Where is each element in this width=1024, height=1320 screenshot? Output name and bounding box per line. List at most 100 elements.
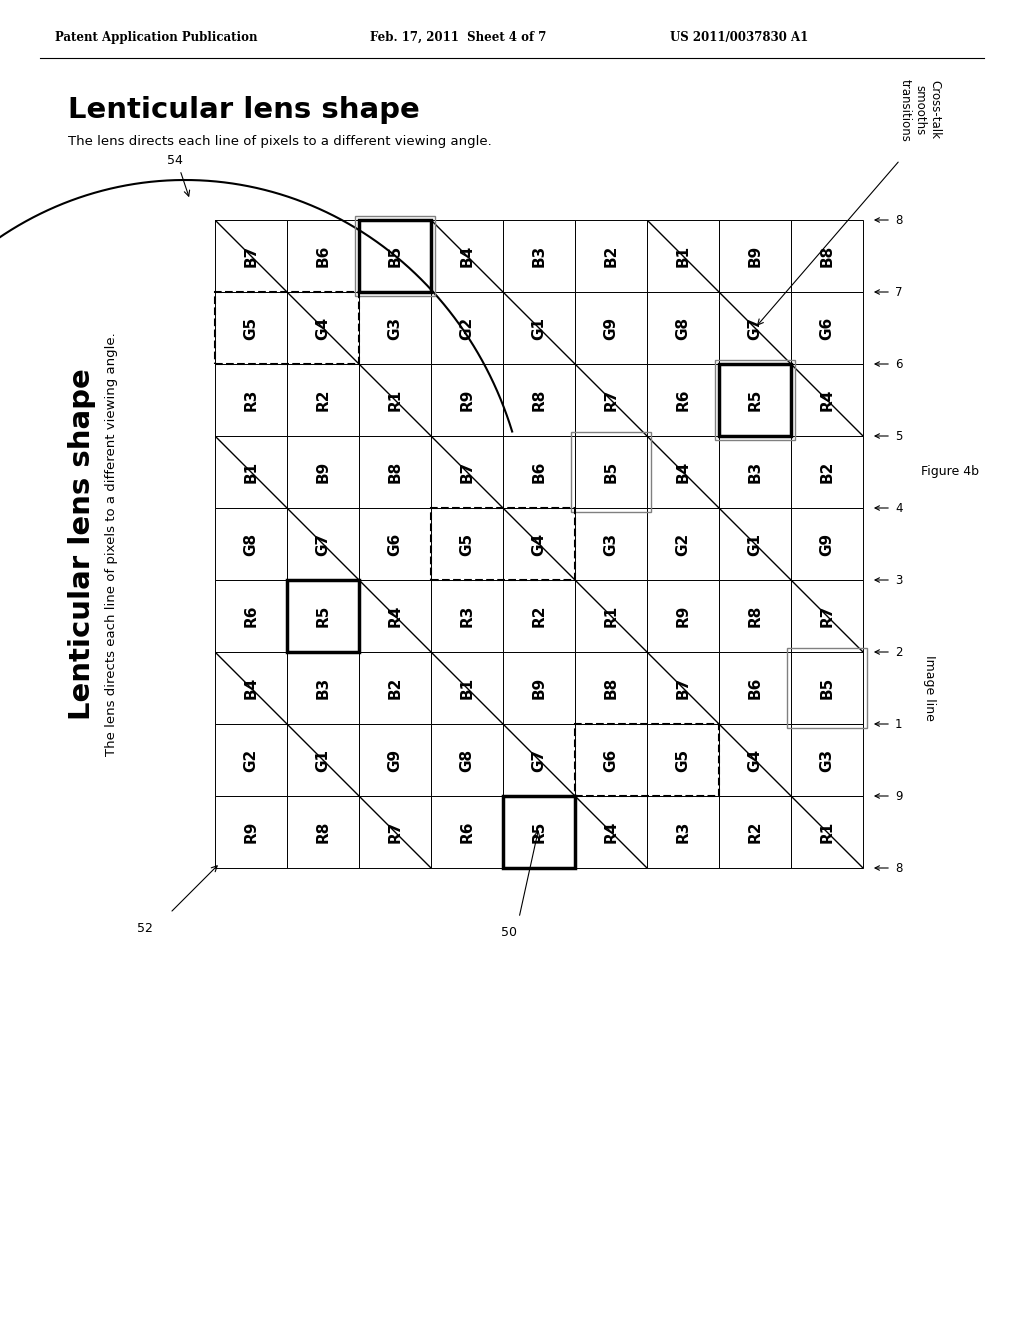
Bar: [431, 292, 503, 364]
Bar: [791, 292, 863, 364]
Bar: [647, 292, 719, 364]
Text: 2: 2: [895, 645, 902, 659]
Text: G7: G7: [315, 532, 331, 556]
Bar: [287, 292, 359, 364]
Bar: [503, 796, 575, 869]
Text: G1: G1: [531, 317, 547, 339]
Text: B5: B5: [603, 461, 618, 483]
Text: R2: R2: [531, 605, 547, 627]
Text: R5: R5: [315, 605, 331, 627]
Bar: [287, 652, 359, 723]
Text: R8: R8: [531, 389, 547, 412]
Bar: [791, 436, 863, 508]
Text: R6: R6: [244, 605, 258, 627]
Text: 3: 3: [895, 573, 902, 586]
Text: G6: G6: [819, 317, 835, 339]
Text: G9: G9: [819, 532, 835, 556]
Bar: [431, 652, 503, 723]
Bar: [719, 364, 791, 436]
Text: US 2011/0037830 A1: US 2011/0037830 A1: [670, 30, 808, 44]
Text: B7: B7: [460, 461, 474, 483]
Text: Lenticular lens shape: Lenticular lens shape: [68, 96, 420, 124]
Bar: [215, 292, 287, 364]
Bar: [503, 292, 575, 364]
Text: R5: R5: [748, 389, 763, 412]
Text: G8: G8: [244, 532, 258, 556]
Bar: [431, 220, 503, 292]
Text: G9: G9: [603, 317, 618, 339]
Bar: [719, 796, 791, 869]
Bar: [215, 508, 287, 579]
Bar: [575, 292, 647, 364]
Bar: [287, 579, 359, 652]
Text: 8: 8: [895, 862, 902, 874]
Text: B1: B1: [460, 677, 474, 700]
Text: R3: R3: [244, 389, 258, 412]
Text: G2: G2: [676, 532, 690, 556]
Text: R1: R1: [603, 605, 618, 627]
Text: G3: G3: [603, 532, 618, 556]
Bar: [215, 364, 287, 436]
Bar: [719, 508, 791, 579]
Text: G3: G3: [387, 317, 402, 339]
Text: R9: R9: [676, 605, 690, 627]
Bar: [503, 508, 575, 579]
Text: B5: B5: [819, 677, 835, 700]
Bar: [431, 508, 503, 579]
Bar: [575, 436, 647, 508]
Text: B2: B2: [603, 244, 618, 267]
Text: The lens directs each line of pixels to a different viewing angle.: The lens directs each line of pixels to …: [105, 333, 118, 756]
Bar: [431, 796, 503, 869]
Text: R4: R4: [819, 389, 835, 412]
Text: Feb. 17, 2011  Sheet 4 of 7: Feb. 17, 2011 Sheet 4 of 7: [370, 30, 547, 44]
Bar: [647, 364, 719, 436]
Bar: [719, 579, 791, 652]
Bar: [359, 579, 431, 652]
Text: G5: G5: [676, 748, 690, 772]
Bar: [431, 436, 503, 508]
Bar: [359, 796, 431, 869]
Text: G4: G4: [531, 532, 547, 556]
Text: B2: B2: [387, 677, 402, 700]
Text: R1: R1: [819, 821, 835, 843]
Text: R8: R8: [748, 605, 763, 627]
Bar: [215, 796, 287, 869]
Text: G8: G8: [460, 748, 474, 772]
Bar: [791, 652, 863, 723]
Bar: [359, 292, 431, 364]
Text: G2: G2: [244, 748, 258, 772]
Bar: [355, 216, 435, 296]
Text: B1: B1: [676, 246, 690, 267]
Text: B1: B1: [244, 461, 258, 483]
Bar: [575, 508, 647, 579]
Text: 7: 7: [895, 285, 902, 298]
Text: B8: B8: [819, 246, 835, 267]
Text: B5: B5: [387, 246, 402, 267]
Bar: [359, 508, 431, 579]
Text: R2: R2: [748, 821, 763, 843]
Text: R9: R9: [460, 389, 474, 412]
Text: R7: R7: [387, 821, 402, 843]
Bar: [215, 220, 287, 292]
Text: B6: B6: [748, 677, 763, 700]
Text: B8: B8: [603, 677, 618, 700]
Text: R7: R7: [603, 389, 618, 412]
Text: R4: R4: [603, 821, 618, 843]
Text: B4: B4: [244, 677, 258, 700]
Bar: [575, 364, 647, 436]
Bar: [503, 652, 575, 723]
Text: G9: G9: [387, 748, 402, 772]
Text: G5: G5: [460, 532, 474, 556]
Bar: [791, 579, 863, 652]
Text: B4: B4: [460, 246, 474, 267]
Bar: [287, 364, 359, 436]
Bar: [647, 652, 719, 723]
Text: R2: R2: [315, 389, 331, 412]
Text: R1: R1: [387, 389, 402, 411]
Bar: [359, 364, 431, 436]
Text: R3: R3: [460, 605, 474, 627]
Bar: [215, 723, 287, 796]
Bar: [503, 579, 575, 652]
Bar: [791, 723, 863, 796]
Text: The lens directs each line of pixels to a different viewing angle.: The lens directs each line of pixels to …: [68, 136, 492, 149]
